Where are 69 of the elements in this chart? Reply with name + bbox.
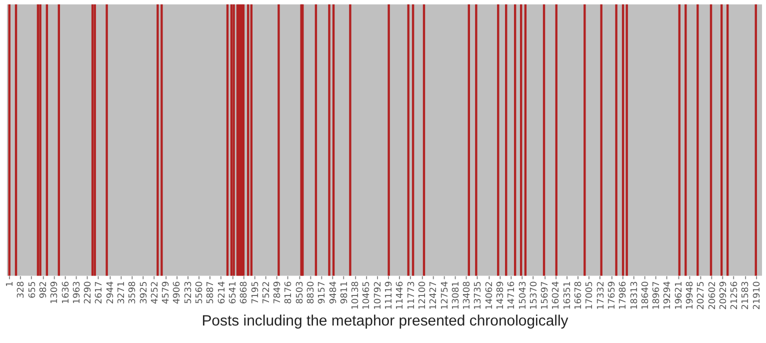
x-tick-label: 5560	[195, 280, 206, 304]
x-tick-label: 6214	[217, 280, 228, 304]
x-tick-label: 18967	[652, 281, 662, 310]
x-tick-label: 17659	[607, 280, 618, 310]
x-tick-label: 7195	[250, 281, 261, 304]
x-tick-label: 7849	[273, 280, 284, 304]
x-tick-label: 3271	[117, 281, 128, 304]
x-tick-label: 10792	[373, 281, 384, 310]
x-tick-label: 6868	[240, 280, 250, 304]
x-tick-label: 18313	[630, 281, 640, 310]
x-tick-label: 4252	[150, 281, 160, 304]
x-tick-label: 1963	[72, 281, 82, 304]
x-tick-label: 982	[38, 281, 49, 298]
x-tick-label: 2617	[94, 281, 105, 304]
x-tick-label: 8176	[284, 280, 294, 304]
x-tick-label: 7522	[262, 281, 272, 304]
x-tick-label: 1	[6, 281, 16, 287]
x-tick-label: 5887	[206, 281, 216, 304]
x-tick-label: 18640	[640, 280, 651, 310]
x-tick-label: 328	[16, 280, 27, 298]
x-tick-label: 655	[28, 281, 38, 298]
x-tick-label: 16678	[574, 280, 584, 310]
x-tick-label: 12427	[429, 281, 440, 310]
x-tick-label: 19294	[663, 280, 674, 310]
x-tick-label: 20275	[696, 281, 707, 310]
x-tick-label: 14389	[496, 280, 506, 310]
x-tick-label: 1309	[50, 280, 60, 304]
x-tick-label: 8830	[306, 280, 317, 304]
x-axis-title: Posts including the metaphor presented chronologically	[202, 312, 569, 330]
x-tick-label: 8503	[295, 281, 306, 304]
x-tick-label: 9484	[328, 280, 339, 304]
x-tick-label: 13408	[462, 280, 473, 310]
x-tick-label: 17332	[596, 281, 606, 310]
x-tick-label: 15043	[518, 281, 528, 310]
x-tick-label: 21256	[730, 280, 740, 310]
x-tick-label: 4906	[172, 280, 183, 304]
x-tick-label: 14062	[484, 281, 495, 310]
x-tick-label: 3925	[139, 281, 150, 304]
x-tick-label: 9157	[318, 281, 328, 304]
x-tick-label: 1636	[61, 280, 72, 304]
x-tick-label: 2944	[106, 280, 116, 304]
x-tick-label: 16024	[552, 280, 562, 310]
x-tick-label: 15697	[540, 281, 551, 310]
x-tick-label: 2290	[84, 280, 94, 304]
x-tick-label: 10138	[351, 280, 362, 310]
x-tick-label: 17986	[618, 280, 629, 310]
x-tick-label: 20929	[718, 280, 729, 310]
x-tick-label: 12754	[440, 280, 450, 310]
x-tick-label: 6541	[228, 281, 238, 304]
x-tick-label: 19948	[685, 280, 696, 310]
x-tick-label: 4579	[162, 280, 172, 304]
x-tick-label: 9811	[340, 281, 350, 304]
x-tick-label: 3598	[128, 280, 138, 304]
x-tick-label: 12100	[418, 280, 428, 310]
x-tick-label: 10465	[362, 281, 372, 310]
x-tick-label: 21583	[741, 281, 752, 310]
x-tick-label: 11773	[406, 281, 417, 310]
x-tick-label: 11119	[384, 280, 395, 310]
x-tick-label: 13735	[474, 281, 484, 310]
x-tick-label: 5233	[184, 281, 194, 304]
x-tick-label: 14716	[507, 280, 518, 310]
x-tick-label: 19621	[674, 281, 684, 310]
x-tick-label: 11446	[396, 280, 406, 310]
x-tick-label: 21910	[752, 280, 762, 310]
x-tick-label: 17005	[585, 281, 596, 310]
x-tick-label: 15370	[529, 280, 540, 310]
x-tick-label: 20602	[708, 281, 718, 310]
x-tick-label: 16351	[562, 281, 573, 310]
x-tick-label: 13081	[451, 281, 462, 310]
